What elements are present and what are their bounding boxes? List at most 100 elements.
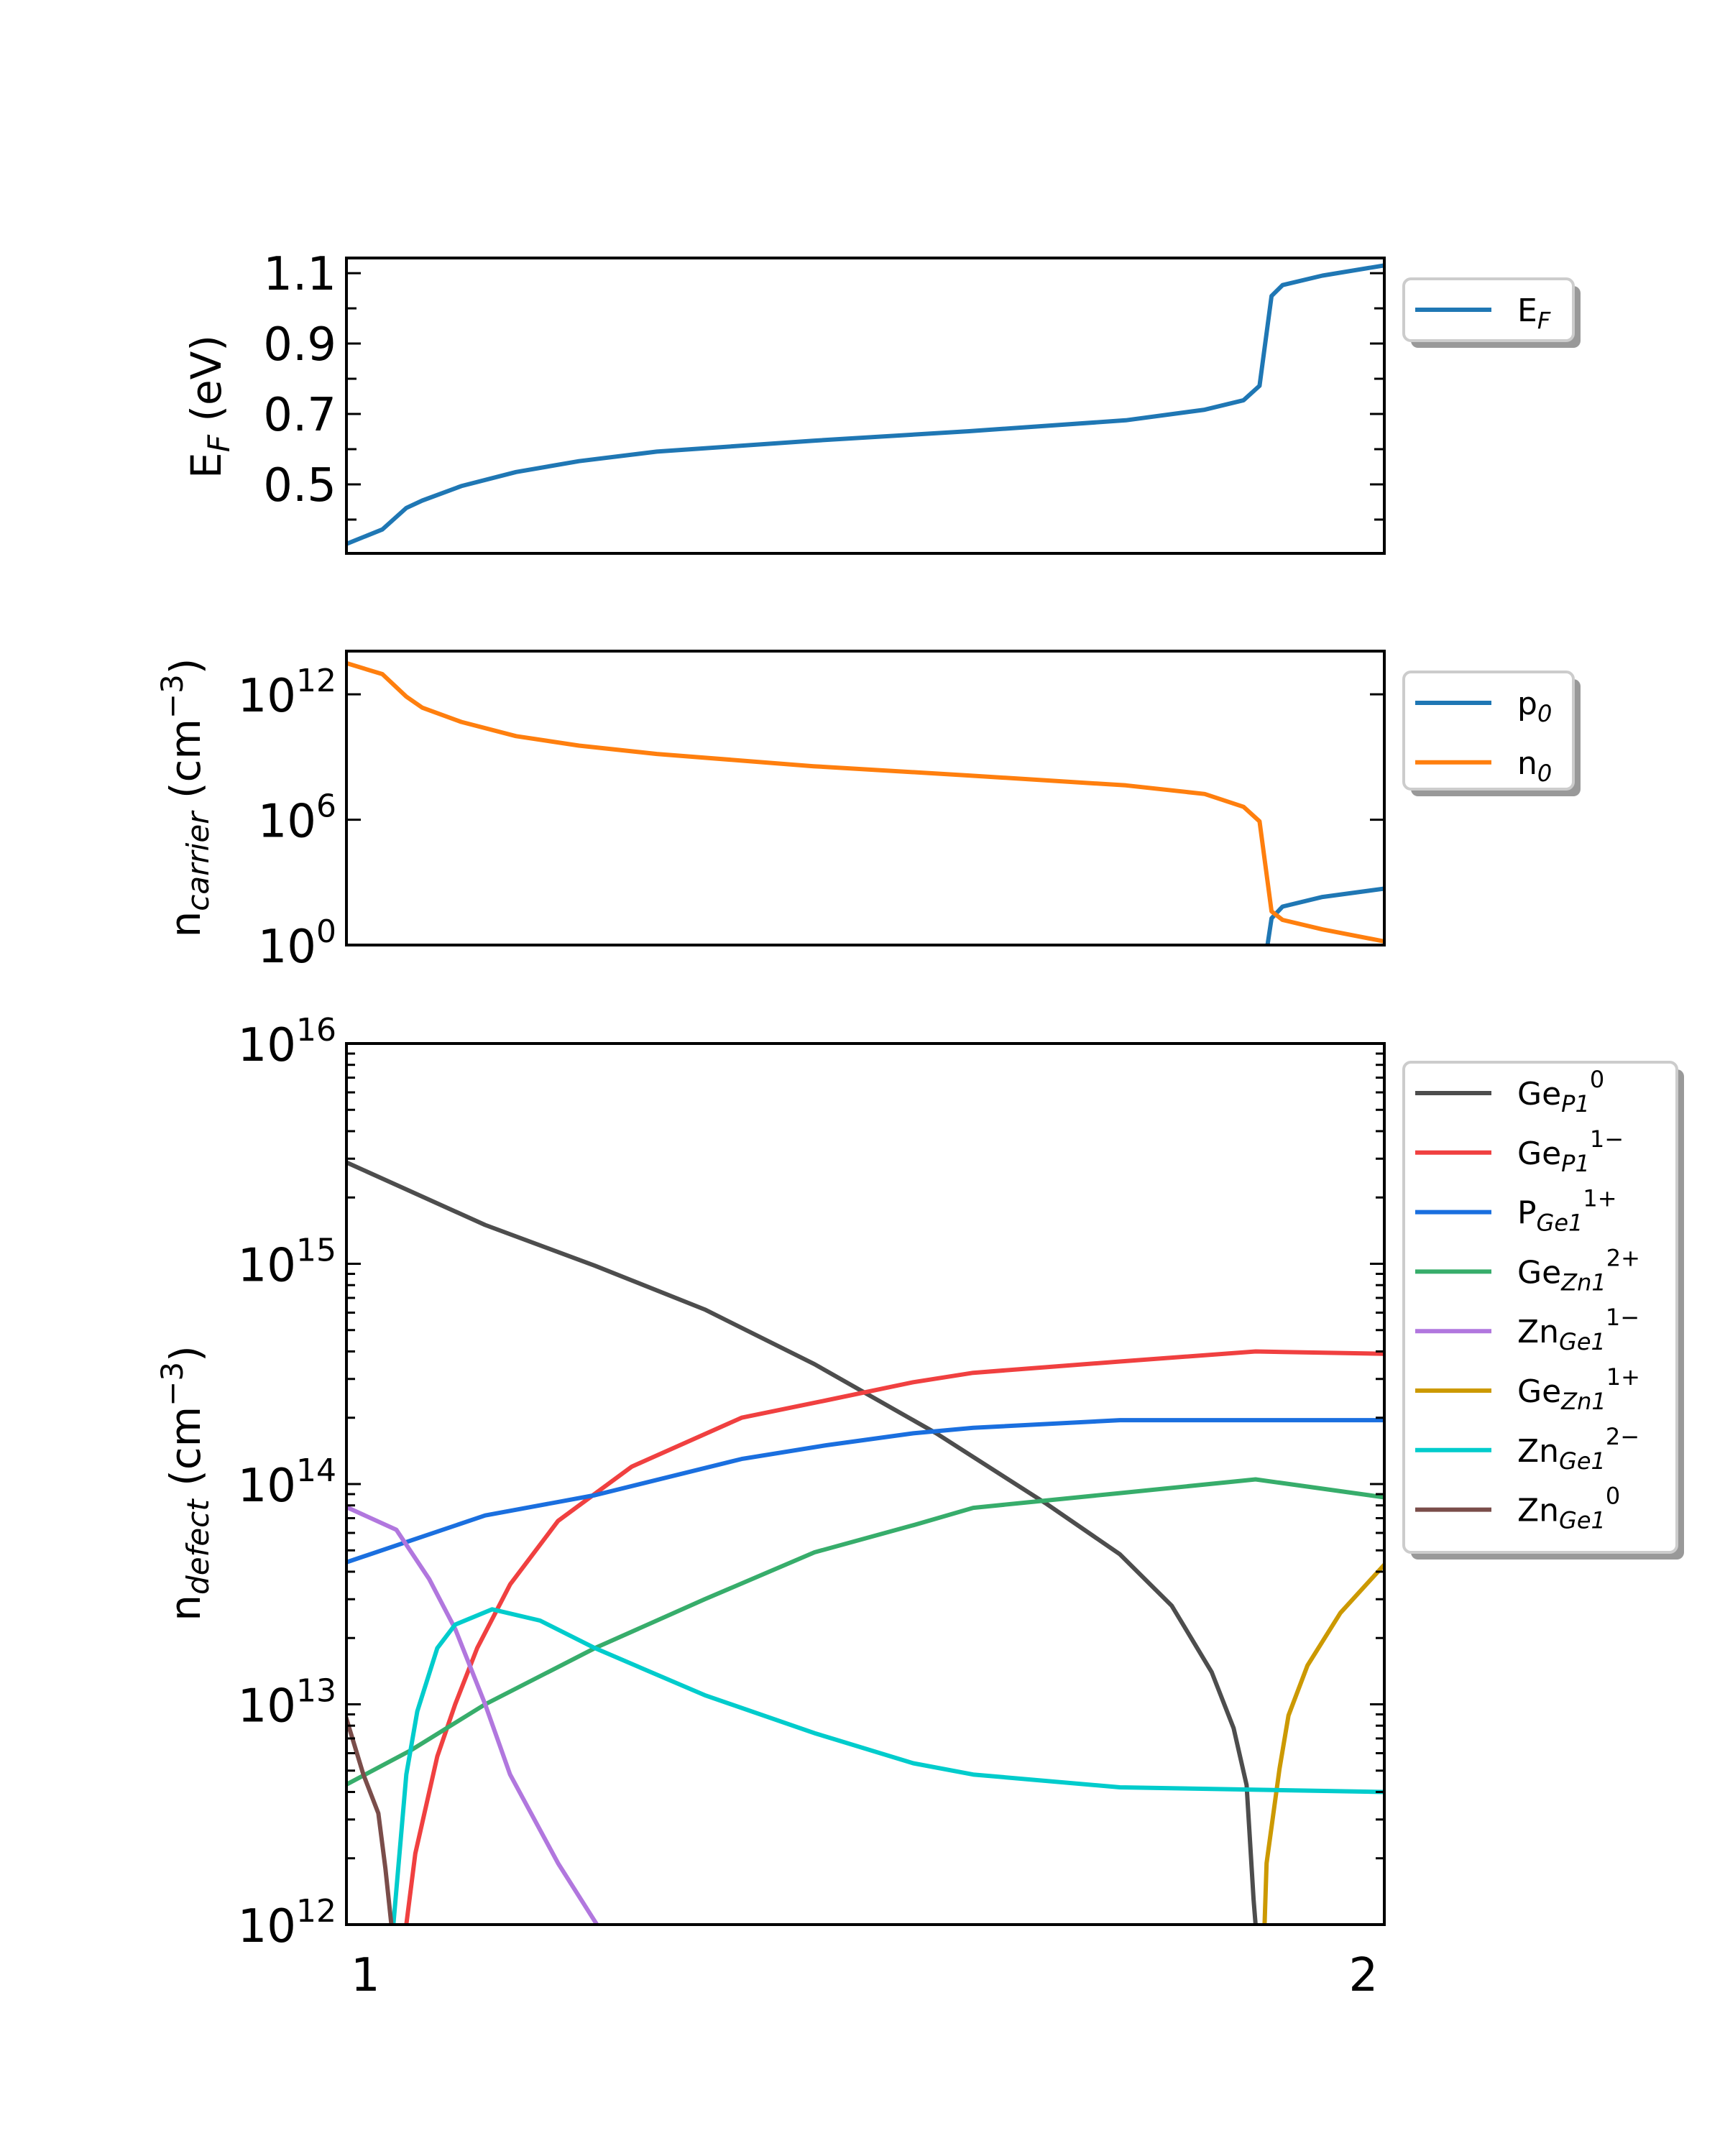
legend-label: GeZn11+ xyxy=(1517,1363,1640,1415)
series-line-ge-p1-1- xyxy=(404,1349,1384,1925)
series-line-zn-ge1-0 xyxy=(346,1715,394,1925)
legend-item: GeP10 xyxy=(1415,1066,1604,1118)
y-tick-label: 1013 xyxy=(238,1673,336,1733)
legend-label: ZnGe11− xyxy=(1517,1304,1639,1355)
y-tick-label: 1.1 xyxy=(263,248,336,301)
legend-superscript: 2+ xyxy=(1606,1244,1640,1271)
y-label-end: ) xyxy=(161,1345,210,1362)
legend-superscript: 2− xyxy=(1606,1423,1639,1450)
y-axis-label: ndefect (cm−3) xyxy=(155,1345,216,1621)
legend-subscript: P1 xyxy=(1561,1090,1590,1118)
legend: p0 n0 xyxy=(1402,671,1581,796)
tick-base: 10 xyxy=(238,1460,296,1513)
axes-frame xyxy=(345,257,1386,555)
y-label-main: E xyxy=(182,452,231,479)
tick-exponent: 13 xyxy=(296,1673,336,1710)
legend-base: Ge xyxy=(1517,1254,1561,1291)
legend-item: n0 xyxy=(1415,745,1552,787)
legend-base: Zn xyxy=(1517,1433,1559,1470)
legend-subscript: Ge1 xyxy=(1559,1328,1606,1355)
legend-label: EF xyxy=(1517,292,1551,334)
tick-base: 10 xyxy=(238,1900,296,1953)
legend-subscript: Ge1 xyxy=(1537,1210,1583,1237)
tick-base: 10 xyxy=(238,1680,296,1733)
legend-superscript: 0 xyxy=(1590,1066,1604,1093)
tick-base: 10 xyxy=(238,670,296,723)
y-label-subscript: defect xyxy=(180,1498,216,1595)
y-tick-label: 0.9 xyxy=(263,318,336,372)
y-label-subscript: carrier xyxy=(180,810,216,911)
y-tick-label: 1012 xyxy=(238,1893,336,1953)
y-label-end: ) xyxy=(161,658,210,675)
y-label-unit: (cm xyxy=(161,719,210,811)
tick-exponent: 16 xyxy=(296,1012,336,1049)
legend-label: ZnGe10 xyxy=(1517,1483,1620,1534)
legend-label: GeP10 xyxy=(1517,1066,1604,1118)
y-label-unit: (eV) xyxy=(182,335,231,435)
legend-subscript: Ge1 xyxy=(1559,1447,1606,1475)
legend-subscript: Zn1 xyxy=(1560,1388,1606,1415)
legend-superscript: 1− xyxy=(1606,1304,1639,1331)
tick-exponent: 6 xyxy=(316,788,336,825)
y-tick-label: 1014 xyxy=(238,1452,336,1513)
legend-base: Zn xyxy=(1517,1314,1559,1350)
legend-item: EF xyxy=(1415,292,1551,334)
y-tick-label: 106 xyxy=(258,788,336,849)
legend-base: Ge xyxy=(1517,1076,1561,1112)
legend-base: Ge xyxy=(1517,1135,1561,1172)
y-label-unit: (cm xyxy=(161,1406,210,1499)
legend-subscript: F xyxy=(1537,307,1551,334)
series-line-ge-zn1-1- xyxy=(1262,1563,1384,1925)
tick-base: 10 xyxy=(238,1240,296,1293)
series-line-zn-ge1-1- xyxy=(346,1504,599,1925)
legend-box xyxy=(1402,1061,1678,1554)
y-label-main: n xyxy=(161,911,210,938)
legend-subscript: P1 xyxy=(1561,1150,1590,1177)
y-label-superscript: −3 xyxy=(155,1362,190,1406)
y-tick-label: 1016 xyxy=(238,1012,336,1072)
legend-base: Ge xyxy=(1517,1373,1561,1410)
legend-item: GeP11− xyxy=(1415,1125,1624,1177)
y-label-superscript: −3 xyxy=(155,674,190,719)
tick-exponent: 12 xyxy=(296,663,336,699)
y-tick-label: 100 xyxy=(258,913,336,974)
tick-exponent: 0 xyxy=(316,913,336,950)
y-axis-label: EF (eV) xyxy=(182,335,236,479)
legend-subscript: Zn1 xyxy=(1560,1268,1606,1296)
legend-superscript: 1+ xyxy=(1583,1185,1616,1212)
legend-label: p0 xyxy=(1517,686,1552,727)
legend-base: n xyxy=(1517,745,1537,782)
series-line-p-0 xyxy=(1265,886,1384,945)
legend-superscript: 1− xyxy=(1590,1125,1624,1153)
legend-base: Zn xyxy=(1517,1493,1559,1529)
series-line-p-ge1-1- xyxy=(346,1418,1384,1565)
x-tick-label: 2 xyxy=(1348,1949,1378,2002)
tick-base: 10 xyxy=(258,921,316,974)
fermi-level-panel: 0.50.70.91.1EF (eV)EF xyxy=(182,248,1581,555)
legend-item: GeZn12+ xyxy=(1415,1244,1640,1296)
legend-subscript: Ge1 xyxy=(1559,1507,1606,1534)
series-line-ge-p1-0 xyxy=(346,1160,1258,1925)
y-label-subscript: F xyxy=(201,434,236,452)
legend-label: PGe11+ xyxy=(1517,1185,1617,1237)
legend-superscript: 0 xyxy=(1606,1483,1620,1510)
x-tick-label: 1 xyxy=(351,1949,380,2002)
tick-base: 10 xyxy=(258,796,316,849)
legend-base: p xyxy=(1517,686,1537,722)
y-tick-label: 1015 xyxy=(238,1233,336,1293)
legend-item: p0 xyxy=(1415,686,1552,727)
legend-label: GeP11− xyxy=(1517,1125,1624,1177)
series-line-ge-zn1-2- xyxy=(346,1477,1384,1787)
tick-exponent: 12 xyxy=(296,1893,336,1930)
legend-superscript: 1+ xyxy=(1606,1363,1640,1391)
y-tick-label: 1012 xyxy=(238,663,336,723)
legend-item: ZnGe11− xyxy=(1415,1304,1639,1355)
legend-base: P xyxy=(1517,1195,1537,1232)
tick-base: 10 xyxy=(238,1019,296,1072)
y-label-main: n xyxy=(161,1595,210,1621)
y-tick-label: 0.5 xyxy=(263,459,336,512)
legend-subscript: 0 xyxy=(1537,700,1552,727)
